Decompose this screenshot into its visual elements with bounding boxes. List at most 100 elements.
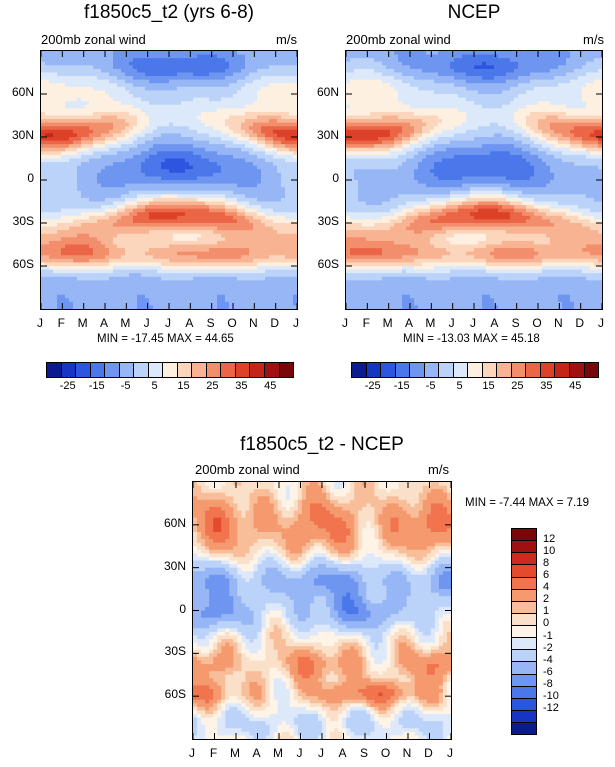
field-cell (169, 244, 174, 249)
field-cell (217, 230, 222, 235)
field-cell (209, 262, 214, 267)
field-cell (225, 301, 230, 307)
field-cell (133, 183, 138, 188)
field-cell (229, 104, 234, 109)
field-cell (241, 208, 246, 213)
field-cell (137, 251, 142, 256)
field-cell (193, 72, 198, 77)
field-cell (289, 147, 294, 152)
field-cell (193, 126, 198, 131)
field-cell (213, 230, 218, 235)
field-cell (177, 126, 182, 131)
field-cell (362, 61, 367, 66)
field-cell (161, 194, 166, 199)
field-cell (85, 76, 90, 81)
field-cell (221, 244, 226, 249)
field-cell (209, 79, 214, 84)
field-cell (193, 215, 198, 221)
field-cell (93, 94, 98, 99)
field-cell (173, 269, 178, 274)
field-cell (133, 208, 138, 213)
field-cell (89, 226, 94, 231)
field-cell (57, 233, 62, 238)
field-cell (197, 76, 202, 81)
field-cell (394, 58, 399, 63)
field-cell (113, 276, 118, 281)
field-cell (133, 51, 138, 56)
field-cell (121, 172, 126, 178)
field-cell (193, 258, 198, 264)
field-cell (241, 158, 246, 163)
field-cell (89, 79, 94, 84)
field-cell (253, 83, 258, 88)
field-cell (89, 187, 94, 192)
field-cell (205, 72, 210, 77)
field-cell (594, 54, 599, 59)
field-cell (374, 65, 379, 70)
field-cell (89, 101, 94, 106)
field-cell (81, 248, 86, 253)
field-cell (105, 108, 110, 113)
field-cell (261, 190, 266, 195)
field-cell (398, 68, 403, 74)
field-cell (69, 104, 74, 109)
field-cell (225, 230, 230, 235)
field-cell (141, 86, 146, 92)
field-cell (217, 51, 222, 56)
field-cell (65, 108, 70, 113)
field-cell (221, 54, 226, 59)
field-cell (586, 54, 591, 59)
field-cell (265, 276, 270, 281)
field-cell (157, 86, 162, 92)
field-cell (69, 68, 74, 74)
field-cell (57, 151, 62, 156)
field-cell (141, 72, 146, 77)
field-cell (181, 197, 186, 203)
field-cell (157, 119, 162, 124)
field-cell (197, 205, 202, 210)
field-cell (41, 68, 46, 74)
field-cell (209, 194, 214, 199)
field-cell (133, 61, 138, 66)
field-cell (277, 269, 282, 274)
field-cell (237, 129, 242, 135)
field-cell (293, 154, 297, 160)
field-cell (229, 68, 234, 74)
field-cell (217, 201, 222, 206)
field-cell (265, 190, 270, 195)
field-cell (161, 176, 166, 181)
field-cell (265, 197, 270, 203)
field-cell (77, 147, 82, 152)
field-cell (350, 58, 355, 63)
field-cell (394, 61, 399, 66)
field-cell (125, 90, 130, 95)
field-cell (85, 273, 90, 278)
field-cell (53, 140, 58, 145)
field-cell (117, 94, 122, 99)
field-cell (261, 237, 266, 242)
field-cell (253, 108, 258, 113)
field-cell (510, 58, 515, 63)
field-cell (73, 137, 78, 142)
field-cell (273, 140, 278, 145)
field-cell (105, 230, 110, 235)
field-cell (81, 65, 86, 70)
field-cell (105, 172, 110, 178)
field-cell (193, 212, 198, 217)
field-cell (153, 90, 158, 95)
field-cell (185, 154, 190, 160)
field-cell (257, 223, 262, 228)
field-cell (157, 122, 162, 127)
field-cell (265, 240, 270, 246)
field-cell (289, 111, 294, 117)
field-cell (141, 76, 146, 81)
field-cell (221, 305, 226, 309)
field-cell (101, 244, 106, 249)
field-cell (237, 165, 242, 170)
field-cell (269, 76, 274, 81)
field-cell (293, 61, 297, 66)
field-cell (53, 180, 58, 185)
field-cell (165, 54, 170, 59)
field-cell (169, 201, 174, 206)
field-cell (181, 97, 186, 102)
